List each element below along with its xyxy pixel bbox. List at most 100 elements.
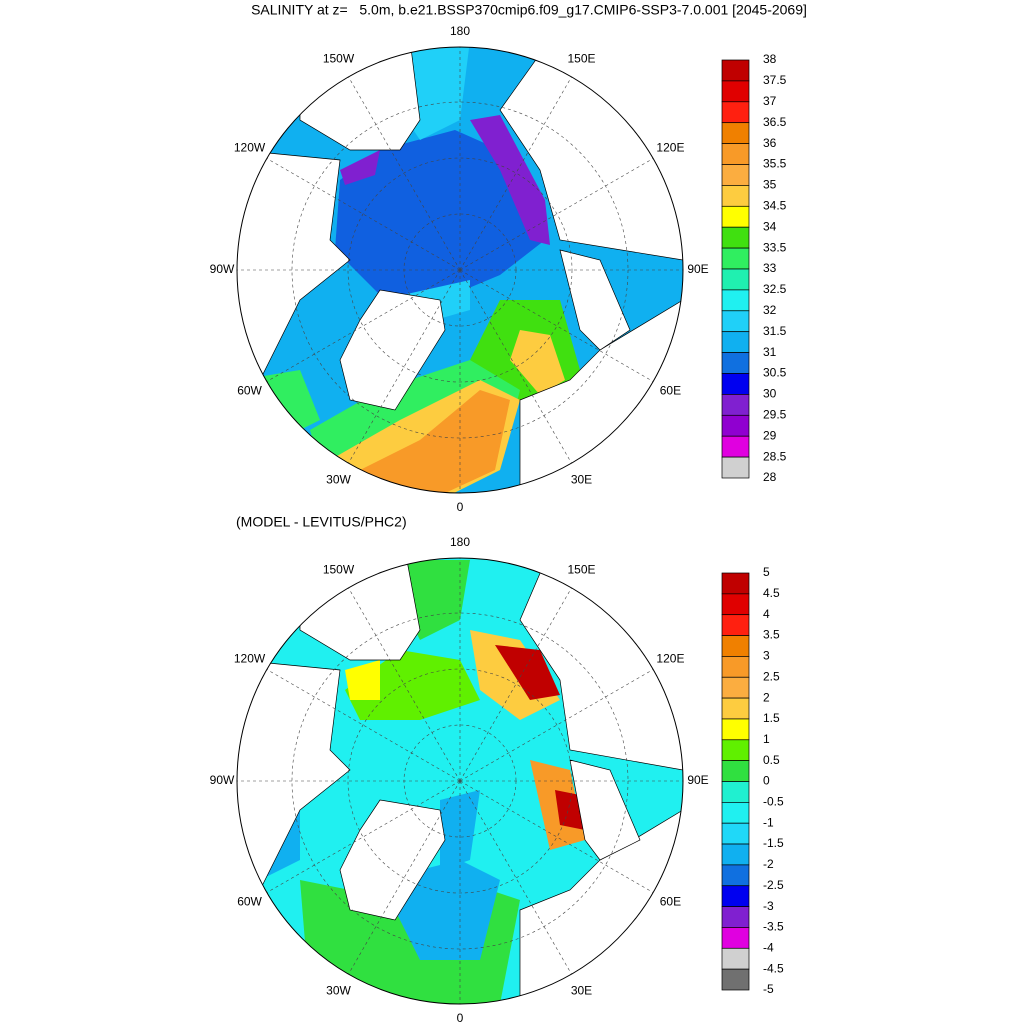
meridian bbox=[459, 269, 572, 464]
colorbar-label: 29.5 bbox=[763, 407, 787, 421]
colorbar-box bbox=[721, 635, 750, 657]
colorbar-label: -1 bbox=[763, 815, 774, 829]
longitude-label: 120E bbox=[656, 652, 684, 666]
longitude-label: 90E bbox=[687, 262, 708, 276]
colorbar-label: 34 bbox=[763, 219, 777, 233]
colorbar-label: 35 bbox=[763, 178, 777, 192]
colorbar-label: 4 bbox=[763, 607, 770, 621]
colorbar-label: 3.5 bbox=[763, 628, 780, 642]
colorbar-box bbox=[721, 226, 750, 249]
meridian bbox=[459, 780, 654, 893]
colorbar-label: 33 bbox=[763, 261, 777, 275]
longitude-label: 150W bbox=[323, 563, 355, 577]
colorbar-box bbox=[721, 80, 750, 103]
colorbar-box bbox=[721, 352, 750, 374]
colorbar-box bbox=[721, 781, 750, 803]
meridian bbox=[348, 76, 461, 271]
colorbar-box bbox=[721, 676, 750, 699]
colorbar-label: 36.5 bbox=[763, 115, 787, 129]
latitude-circle bbox=[347, 668, 573, 894]
meridian bbox=[459, 587, 572, 782]
longitude-label: 60E bbox=[660, 384, 681, 398]
latitude-circle bbox=[347, 157, 573, 383]
meridian bbox=[348, 269, 461, 464]
colorbar-box bbox=[721, 947, 750, 970]
colorbar-label: 37.5 bbox=[763, 73, 787, 87]
colorbar-label: 2 bbox=[763, 690, 770, 704]
meridian bbox=[459, 158, 654, 271]
colorbar-label: 28.5 bbox=[763, 449, 787, 463]
colorbar-box bbox=[721, 593, 750, 616]
longitude-label: 60E bbox=[660, 895, 681, 909]
meridian bbox=[348, 780, 461, 975]
meridian bbox=[266, 780, 461, 893]
map-boundary bbox=[236, 46, 684, 494]
colorbar-box bbox=[721, 143, 750, 165]
colorbar-box bbox=[721, 373, 750, 395]
colorbar-label: -3.5 bbox=[763, 920, 784, 934]
longitude-label: 90W bbox=[210, 262, 235, 276]
colorbar-box bbox=[721, 968, 750, 991]
colorbar-label: 30 bbox=[763, 387, 777, 401]
colorbar-box bbox=[721, 885, 750, 907]
colorbar-box bbox=[721, 268, 750, 291]
colorbar-box bbox=[721, 164, 750, 186]
longitude-label: 30E bbox=[571, 984, 592, 998]
meridian bbox=[266, 158, 461, 271]
longitude-label: 0 bbox=[457, 500, 464, 514]
colorbar-label: -1.5 bbox=[763, 836, 784, 850]
longitude-label: 30W bbox=[326, 473, 351, 487]
colorbar-label: 35.5 bbox=[763, 157, 787, 171]
colorbar-label: -3 bbox=[763, 899, 774, 913]
colorbar-label: 28 bbox=[763, 470, 777, 484]
colorbar-box bbox=[721, 718, 750, 741]
colorbar-label: 36 bbox=[763, 136, 777, 150]
meridian bbox=[459, 76, 572, 271]
colorbar-label: -5 bbox=[763, 982, 774, 996]
colorbar-label: -2 bbox=[763, 857, 774, 871]
meridian bbox=[459, 669, 654, 782]
colorbar-box bbox=[721, 122, 750, 144]
longitude-label: 0 bbox=[457, 1011, 464, 1024]
colorbar-label: 34.5 bbox=[763, 198, 787, 212]
colorbar-label: -4.5 bbox=[763, 961, 784, 975]
colorbar-box bbox=[721, 739, 750, 761]
colorbar-box bbox=[721, 289, 750, 312]
colorbar-label: 1.5 bbox=[763, 711, 780, 725]
colorbar-box bbox=[721, 185, 750, 207]
colorbar-label: 33.5 bbox=[763, 240, 787, 254]
longitude-label: 90E bbox=[687, 773, 708, 787]
meridian bbox=[459, 780, 572, 975]
colorbar-box bbox=[721, 394, 750, 416]
colorbar-box bbox=[721, 864, 750, 887]
colorbar-box bbox=[721, 331, 750, 353]
colorbar-label: 1 bbox=[763, 732, 770, 746]
longitude-label: 180 bbox=[450, 535, 470, 549]
longitude-label: 150E bbox=[567, 563, 595, 577]
longitude-label: 120W bbox=[234, 141, 266, 155]
longitude-label: 120E bbox=[656, 141, 684, 155]
colorbar-box bbox=[721, 247, 750, 270]
longitude-label: 30E bbox=[571, 473, 592, 487]
longitude-label: 150E bbox=[567, 52, 595, 66]
colorbar-label: 3 bbox=[763, 649, 770, 663]
colorbar-box bbox=[721, 414, 750, 437]
colorbar-box bbox=[721, 656, 750, 678]
colorbar-label: 30.5 bbox=[763, 366, 787, 380]
map-boundary bbox=[236, 557, 684, 1005]
panel-subtitle: (MODEL - LEVITUS/PHC2) bbox=[236, 514, 407, 530]
colorbar-box bbox=[721, 205, 750, 228]
longitude-label: 150W bbox=[323, 52, 355, 66]
meridian bbox=[266, 669, 461, 782]
meridian bbox=[266, 269, 461, 382]
colorbar-box bbox=[721, 927, 750, 949]
longitude-label: 60W bbox=[237, 895, 262, 909]
colorbar-box bbox=[721, 906, 750, 928]
colorbar-box bbox=[721, 456, 750, 479]
figure-title: SALINITY at z= 5.0m, b.e21.BSSP370cmip6.… bbox=[251, 2, 807, 18]
colorbar-label: 29 bbox=[763, 428, 777, 442]
longitude-label: 90W bbox=[210, 773, 235, 787]
colorbar-label: 5 bbox=[763, 565, 770, 579]
longitude-label: 120W bbox=[234, 652, 266, 666]
meridian bbox=[459, 269, 654, 382]
